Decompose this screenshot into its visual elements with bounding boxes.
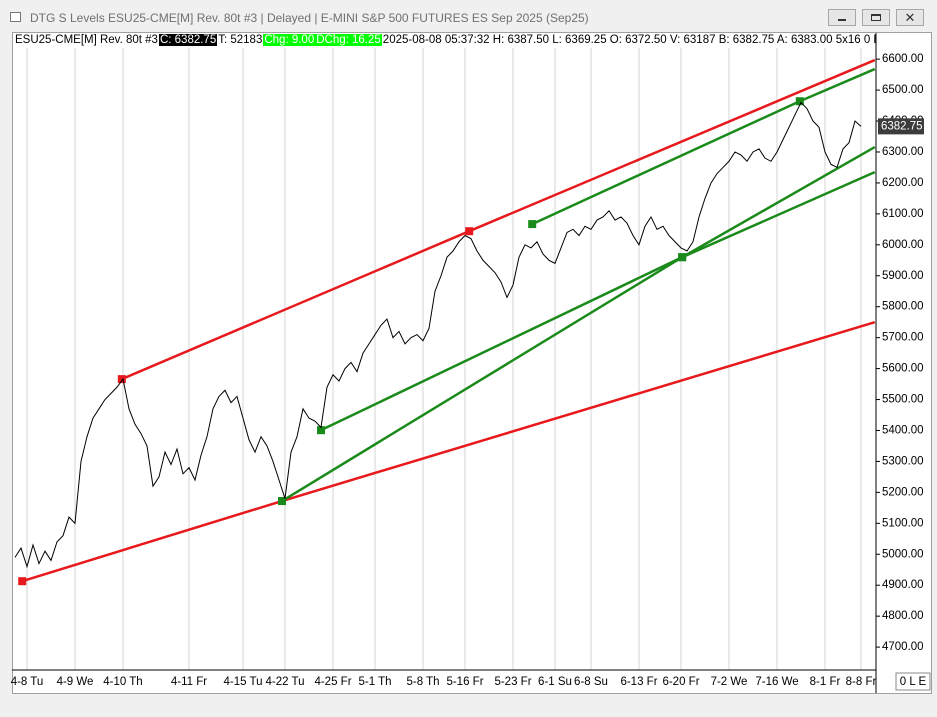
anchor-point	[795, 97, 804, 106]
anchor-point	[117, 375, 126, 384]
price-line	[14, 101, 862, 569]
x-tick-label: 8-8 Fr	[846, 676, 877, 688]
x-tick-label: 5-23 Fr	[494, 676, 531, 688]
x-tick-label: 4-22 Tu	[266, 676, 305, 688]
x-tick-label: 6-13 Fr	[620, 676, 657, 688]
x-tick-label: 7-2 We	[711, 676, 748, 688]
title-bar: DTG S Levels ESU25-CME[M] Rev. 80t #3 | …	[0, 0, 937, 32]
y-tick-label: 6300.00	[882, 146, 924, 158]
anchor-point	[678, 253, 687, 262]
y-tick-label: 6000.00	[882, 239, 924, 251]
x-tick-label: 7-16 We	[755, 676, 798, 688]
info-field: 2025-08-08 05:37:32 H: 6387.50 L: 6369.2…	[381, 34, 876, 46]
trendline	[320, 170, 876, 432]
minimize-button[interactable]	[828, 9, 856, 26]
y-tick-label: 6500.00	[882, 84, 924, 96]
x-tick-label: 8-1 Fr	[810, 676, 841, 688]
y-tick-label: 4900.00	[882, 579, 924, 591]
info-field: C: 6382.75	[158, 34, 218, 46]
y-tick-label: 5600.00	[882, 363, 924, 375]
x-tick-label: 4-10 Th	[103, 676, 142, 688]
y-tick-label: 5000.00	[882, 548, 924, 560]
window-title: DTG S Levels ESU25-CME[M] Rev. 80t #3 | …	[30, 11, 589, 25]
info-field: DChg: 16.25	[315, 34, 382, 46]
maximize-button[interactable]	[862, 9, 890, 26]
x-tick-label: 5-16 Fr	[446, 676, 483, 688]
y-tick-label: 6600.00	[882, 53, 924, 65]
info-field: T: 52183	[217, 34, 264, 46]
app-icon	[10, 12, 21, 22]
y-tick-label: 5200.00	[882, 486, 924, 498]
y-tick-label: 5100.00	[882, 517, 924, 529]
x-tick-label: 6-8 Su	[574, 676, 608, 688]
y-tick-label: 5500.00	[882, 394, 924, 406]
x-tick-label: 6-20 Fr	[662, 676, 699, 688]
y-tick-label: 6100.00	[882, 208, 924, 220]
anchor-point	[317, 426, 325, 435]
y-tick-label: 4700.00	[882, 641, 924, 653]
x-tick-label: 4-8 Tu	[11, 676, 44, 688]
anchor-point	[528, 220, 537, 229]
y-tick-label: 4800.00	[882, 610, 924, 622]
close-button[interactable]: ✕	[896, 9, 924, 26]
last-price-box	[878, 118, 924, 135]
status-box	[895, 672, 931, 691]
x-tick-label: 4-9 We	[57, 676, 94, 688]
trendline	[21, 320, 876, 583]
anchor-point	[18, 577, 27, 586]
anchor-point	[278, 497, 286, 506]
chart-area	[12, 32, 932, 694]
x-tick-label: 6-1 Su	[538, 676, 572, 688]
trendline	[121, 58, 876, 381]
y-tick-label: 5900.00	[882, 270, 924, 282]
anchor-point	[465, 227, 474, 236]
x-tick-label: 4-11 Fr	[171, 676, 207, 688]
y-tick-label: 6200.00	[882, 177, 924, 189]
y-tick-label: 5400.00	[882, 425, 924, 437]
status-text: 0 L E	[900, 676, 927, 688]
info-field: Chg: 9.00	[263, 34, 316, 46]
info-bar: ESU25-CME[M] Rev. 80t #3 C: 6382.75 T: 521…	[14, 33, 876, 47]
x-tick-label: 5-1 Th	[358, 676, 391, 688]
y-tick-label: 5800.00	[882, 301, 924, 313]
x-tick-label: 4-25 Fr	[314, 676, 351, 688]
y-tick-label: 5300.00	[882, 455, 924, 467]
trendline	[281, 145, 876, 503]
x-tick-label: 4-15 Tu	[224, 676, 263, 688]
last-price-label: 6382.75	[881, 120, 923, 132]
x-tick-label: 5-8 Th	[406, 676, 439, 688]
y-tick-label: 5700.00	[882, 332, 924, 344]
info-field: ESU25-CME[M] Rev. 80t #3	[14, 34, 159, 46]
